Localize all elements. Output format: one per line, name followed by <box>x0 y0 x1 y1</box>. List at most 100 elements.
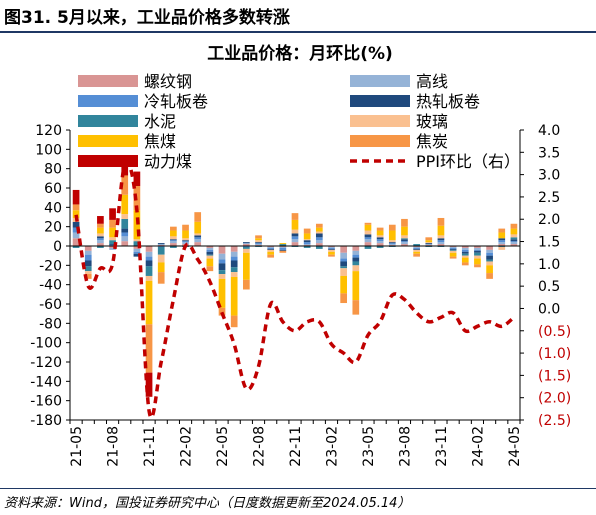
bar-segment <box>182 230 189 239</box>
bar-segment <box>401 242 408 245</box>
bar-segment <box>340 258 347 262</box>
bar-segment <box>510 241 518 243</box>
bar-segment <box>461 249 469 252</box>
bar-segment <box>303 240 311 243</box>
left-tick-label: -80 <box>39 316 62 332</box>
bar-segment <box>84 271 92 275</box>
bar-segment <box>84 246 92 251</box>
right-tick-label: 2.0 <box>538 212 560 228</box>
bar-segment <box>315 246 323 249</box>
bar-segment <box>230 276 238 316</box>
source-note: 资料来源：Wind，国投证券研究中心（日度数据更新至2024.05.14） <box>4 496 411 511</box>
bar-segment <box>157 246 165 255</box>
bar-segment <box>449 247 457 249</box>
bar-segment <box>218 274 226 279</box>
bar-segment <box>413 247 420 249</box>
bar-segment <box>279 250 287 253</box>
bar-segment <box>425 237 433 241</box>
bar-segment <box>72 210 80 218</box>
bar-segment <box>279 243 287 245</box>
bar-segment <box>182 240 189 242</box>
bar-segment <box>194 239 202 243</box>
bar-segment <box>218 278 226 308</box>
bar-segment <box>133 241 141 246</box>
bar-segment <box>230 246 238 252</box>
bar-segment <box>72 204 80 211</box>
bar-segment <box>461 253 469 256</box>
bar-segment <box>267 251 275 255</box>
bar-segment <box>218 246 226 254</box>
bar-segment <box>376 237 384 240</box>
bar-segment <box>109 244 116 246</box>
bar-segment <box>267 248 275 250</box>
bar-segment <box>340 266 347 269</box>
bar-segment <box>486 252 493 256</box>
bar-segment <box>328 249 335 252</box>
bar-segment <box>364 234 372 238</box>
legend-label: 焦煤 <box>144 132 176 151</box>
x-tick-label: 23-11 <box>434 426 450 467</box>
bar-segment <box>461 262 469 266</box>
bar-segment <box>401 226 408 236</box>
bar-segment <box>510 237 518 240</box>
bar-segment <box>267 247 275 249</box>
bar-segment <box>194 242 202 246</box>
bar-segment <box>145 324 153 373</box>
x-tick-label: 21-11 <box>142 426 158 467</box>
bar-segment <box>474 258 481 265</box>
bar-segment <box>84 254 92 261</box>
bar-segment <box>218 307 226 316</box>
bar-segment <box>340 293 347 304</box>
bar-segment <box>498 232 506 239</box>
left-tick-label: -120 <box>30 355 62 371</box>
bar-segment <box>157 272 165 284</box>
bar-segment <box>84 260 92 267</box>
bar-segment <box>315 233 323 238</box>
bar-segment <box>510 239 518 242</box>
bar-segment <box>510 244 518 246</box>
bar-segment <box>376 246 384 248</box>
bar-segment <box>352 257 360 262</box>
legend-label: 焦炭 <box>416 132 448 151</box>
x-tick-label: 22-08 <box>252 426 268 467</box>
bar-segment <box>413 251 420 254</box>
bar-segment <box>376 243 384 246</box>
bar-segment <box>425 244 433 246</box>
x-tick-label: 22-02 <box>179 426 195 467</box>
bar-segment <box>340 261 347 267</box>
bar-segment <box>401 241 408 243</box>
bar-segment <box>474 247 481 250</box>
bar-segment <box>474 255 481 259</box>
bar-segment <box>376 235 384 238</box>
bar-segment <box>194 221 202 234</box>
bar-segment <box>303 242 311 245</box>
bar-segment <box>97 236 104 239</box>
bar-segment <box>328 248 335 250</box>
bar-segment <box>352 250 360 255</box>
bar-segment <box>84 250 92 255</box>
bar-segment <box>72 232 80 239</box>
bar-segment <box>133 253 141 257</box>
bar-segment <box>243 246 250 249</box>
bar-segment <box>449 256 457 259</box>
bar-segment <box>206 266 214 272</box>
bar-segment <box>437 217 445 226</box>
bar-segment <box>145 246 153 252</box>
legend-swatch <box>78 115 138 127</box>
bar-layer <box>70 163 520 397</box>
line-layer <box>74 161 516 420</box>
bar-segment <box>340 275 347 294</box>
bar-segment <box>413 249 420 252</box>
bar-segment <box>182 241 189 243</box>
bar-segment <box>182 224 189 231</box>
bar-segment <box>437 238 445 241</box>
bar-segment <box>291 236 299 240</box>
bar-segment <box>425 240 433 243</box>
right-tick-label: 3.5 <box>538 145 560 161</box>
bar-segment <box>157 244 165 246</box>
bar-segment <box>388 243 396 245</box>
bar-segment <box>109 246 116 248</box>
bar-segment <box>109 227 116 238</box>
bar-segment <box>206 247 214 250</box>
